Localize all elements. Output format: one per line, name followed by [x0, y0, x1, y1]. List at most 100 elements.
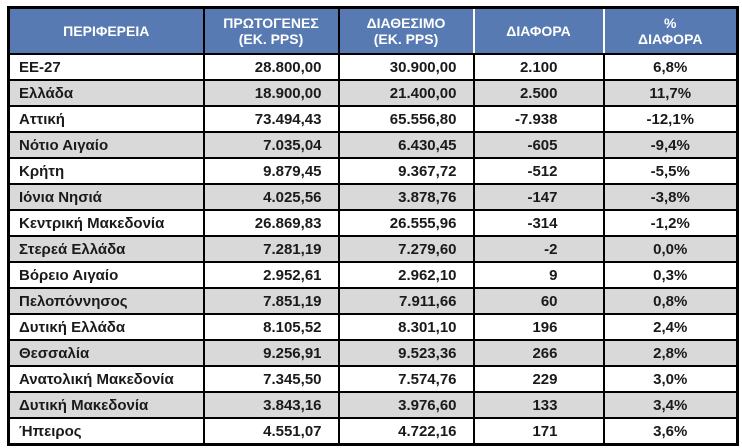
difference-percent-cell: -12,1% — [602, 105, 739, 133]
table-row: Δυτική Ελλάδα 8.105,52 8.301,10 196 2,4% — [7, 313, 739, 341]
difference-cell: 229 — [472, 365, 605, 393]
difference-percent-cell: 3,6% — [602, 417, 739, 446]
table-row: Κρήτη 9.879,45 9.367,72 -512 -5,5% — [7, 157, 739, 185]
region-cell: Δυτική Μακεδονία — [7, 391, 205, 419]
difference-cell: 196 — [472, 313, 605, 341]
region-cell: Νότιο Αιγαίο — [7, 131, 205, 159]
table-row: Αττική 73.494,43 65.556,80 -7.938 -12,1% — [7, 105, 739, 133]
region-cell: Στερεά Ελλάδα — [7, 235, 205, 263]
header-cell-available: ΔΙΑΘΕΣΙΜΟ (ΕΚ. PPS) — [337, 6, 475, 55]
table-row: Κεντρική Μακεδονία 26.869,83 26.555,96 -… — [7, 209, 739, 237]
primary-value-cell: 7.345,50 — [202, 365, 340, 393]
region-cell: Ελλάδα — [7, 79, 205, 107]
available-value-cell: 21.400,00 — [337, 79, 475, 107]
primary-value-cell: 8.105,52 — [202, 313, 340, 341]
table-row: Δυτική Μακεδονία 3.843,16 3.976,60 133 3… — [7, 391, 739, 419]
region-cell: EE-27 — [7, 53, 205, 81]
available-value-cell: 30.900,00 — [337, 53, 475, 81]
primary-value-cell: 4.025,56 — [202, 183, 340, 211]
available-value-cell: 8.301,10 — [337, 313, 475, 341]
primary-value-cell: 28.800,00 — [202, 53, 340, 81]
difference-cell: 2.500 — [472, 79, 605, 107]
primary-value-cell: 2.952,61 — [202, 261, 340, 289]
difference-cell: -147 — [472, 183, 605, 211]
header-cell-difference: ΔΙΑΦΟΡΑ — [472, 6, 605, 55]
difference-percent-cell: 2,4% — [602, 313, 739, 341]
available-value-cell: 2.962,10 — [337, 261, 475, 289]
difference-percent-cell: 0,8% — [602, 287, 739, 315]
region-cell: Ήπειρος — [7, 417, 205, 446]
header-cell-primary: ΠΡΩΤΟΓΕΝΕΣ (ΕΚ. PPS) — [202, 6, 340, 55]
difference-percent-cell: 3,0% — [602, 365, 739, 393]
difference-percent-cell: 6,8% — [602, 53, 739, 81]
region-cell: Δυτική Ελλάδα — [7, 313, 205, 341]
available-value-cell: 6.430,45 — [337, 131, 475, 159]
difference-cell: 2.100 — [472, 53, 605, 81]
table-row: Ανατολική Μακεδονία 7.345,50 7.574,76 22… — [7, 365, 739, 393]
table-row: Ελλάδα 18.900,00 21.400,00 2.500 11,7% — [7, 79, 739, 107]
table-row: Θεσσαλία 9.256,91 9.523,36 266 2,8% — [7, 339, 739, 367]
primary-value-cell: 18.900,00 — [202, 79, 340, 107]
difference-percent-cell: 3,4% — [602, 391, 739, 419]
difference-cell: -2 — [472, 235, 605, 263]
header-label: ΔΙΑΘΕΣΙΜΟ — [366, 15, 446, 31]
header-cell-region: ΠΕΡΙΦΕΡΕΙΑ — [7, 6, 205, 55]
header-label: ΠΡΩΤΟΓΕΝΕΣ — [223, 15, 319, 31]
difference-cell: -7.938 — [472, 105, 605, 133]
difference-cell: 60 — [472, 287, 605, 315]
header-label: ΠΕΡΙΦΕΡΕΙΑ — [63, 23, 150, 39]
table-row: Βόρειο Αιγαίο 2.952,61 2.962,10 9 0,3% — [7, 261, 739, 289]
table-body: EE-27 28.800,00 30.900,00 2.100 6,8% Ελλ… — [7, 53, 739, 446]
difference-cell: 9 — [472, 261, 605, 289]
regions-table: ΠΕΡΙΦΕΡΕΙΑ ΠΡΩΤΟΓΕΝΕΣ (ΕΚ. PPS) ΔΙΑΘΕΣΙΜ… — [7, 6, 739, 446]
primary-value-cell: 73.494,43 — [202, 105, 340, 133]
header-label-line2: (ΕΚ. PPS) — [373, 31, 439, 47]
difference-cell: 171 — [472, 417, 605, 446]
difference-percent-cell: 2,8% — [602, 339, 739, 367]
difference-percent-cell: 0,0% — [602, 235, 739, 263]
difference-cell: -314 — [472, 209, 605, 237]
header-label-line2: (ΕΚ. PPS) — [238, 31, 304, 47]
primary-value-cell: 7.851,19 — [202, 287, 340, 315]
difference-percent-cell: -5,5% — [602, 157, 739, 185]
primary-value-cell: 4.551,07 — [202, 417, 340, 446]
region-cell: Βόρειο Αιγαίο — [7, 261, 205, 289]
available-value-cell: 65.556,80 — [337, 105, 475, 133]
available-value-cell: 3.878,76 — [337, 183, 475, 211]
region-cell: Κεντρική Μακεδονία — [7, 209, 205, 237]
primary-value-cell: 26.869,83 — [202, 209, 340, 237]
primary-value-cell: 9.256,91 — [202, 339, 340, 367]
region-cell: Κρήτη — [7, 157, 205, 185]
available-value-cell: 7.279,60 — [337, 235, 475, 263]
header-row: ΠΕΡΙΦΕΡΕΙΑ ΠΡΩΤΟΓΕΝΕΣ (ΕΚ. PPS) ΔΙΑΘΕΣΙΜ… — [7, 6, 739, 55]
available-value-cell: 7.911,66 — [337, 287, 475, 315]
table-row: Νότιο Αιγαίο 7.035,04 6.430,45 -605 -9,4… — [7, 131, 739, 159]
header-cell-difference-percent: % ΔΙΑΦΟΡΑ — [602, 6, 739, 55]
header-label: % — [664, 15, 677, 31]
table-row: Ήπειρος 4.551,07 4.722,16 171 3,6% — [7, 417, 739, 446]
available-value-cell: 3.976,60 — [337, 391, 475, 419]
region-cell: Πελοπόννησος — [7, 287, 205, 315]
available-value-cell: 26.555,96 — [337, 209, 475, 237]
difference-percent-cell: -9,4% — [602, 131, 739, 159]
difference-percent-cell: -1,2% — [602, 209, 739, 237]
primary-value-cell: 7.035,04 — [202, 131, 340, 159]
table-row: EE-27 28.800,00 30.900,00 2.100 6,8% — [7, 53, 739, 81]
difference-cell: 266 — [472, 339, 605, 367]
available-value-cell: 9.367,72 — [337, 157, 475, 185]
primary-value-cell: 3.843,16 — [202, 391, 340, 419]
region-cell: Ιόνια Νησιά — [7, 183, 205, 211]
table-row: Στερεά Ελλάδα 7.281,19 7.279,60 -2 0,0% — [7, 235, 739, 263]
difference-percent-cell: 0,3% — [602, 261, 739, 289]
table-row: Πελοπόννησος 7.851,19 7.911,66 60 0,8% — [7, 287, 739, 315]
difference-cell: -512 — [472, 157, 605, 185]
available-value-cell: 7.574,76 — [337, 365, 475, 393]
available-value-cell: 9.523,36 — [337, 339, 475, 367]
primary-value-cell: 7.281,19 — [202, 235, 340, 263]
available-value-cell: 4.722,16 — [337, 417, 475, 446]
header-label: ΔΙΑΦΟΡΑ — [506, 23, 571, 39]
difference-cell: -605 — [472, 131, 605, 159]
region-cell: Αττική — [7, 105, 205, 133]
difference-percent-cell: 11,7% — [602, 79, 739, 107]
